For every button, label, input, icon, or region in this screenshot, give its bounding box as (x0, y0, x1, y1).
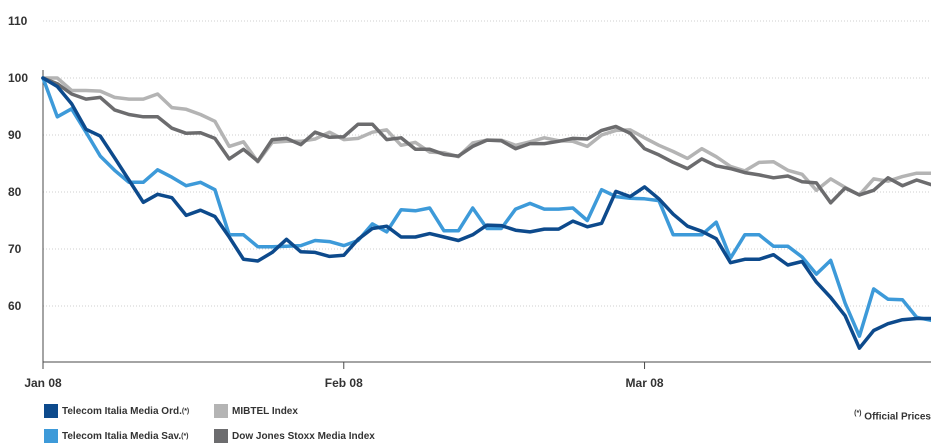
legend-item-djstoxx: Dow Jones Stoxx Media Index (214, 429, 375, 443)
legend-swatch-mibtel (214, 404, 228, 418)
y-tick-label: 70 (8, 242, 22, 256)
y-axis-tick-labels: 60 70 80 90 100 110 (8, 14, 28, 313)
legend-swatch-tim-ord (44, 404, 58, 418)
x-tick-label: Mar 08 (626, 376, 664, 390)
footnote-sup: (*) (854, 410, 862, 417)
y-tick-label: 60 (8, 299, 22, 313)
legend-item-tim-ord: Telecom Italia Media Ord. (*) (44, 404, 189, 418)
legend-label-tim-sav: Telecom Italia Media Sav. (62, 430, 182, 442)
legend-sup-tim-ord: (*) (181, 407, 190, 415)
x-tick-label: Feb 08 (325, 376, 363, 390)
legend-item-tim-sav: Telecom Italia Media Sav. (*) (44, 429, 189, 443)
legend-sup-tim-sav: (*) (181, 432, 189, 440)
gridlines (43, 20, 931, 307)
x-axis: Jan 08 Feb 08 Mar 08 (24, 70, 931, 390)
series-line-telecom-italia-media-ord (41, 76, 931, 350)
legend-label-mibtel: MIBTEL Index (232, 405, 298, 417)
x-tick-label: Jan 08 (24, 376, 62, 390)
legend-swatch-djstoxx (214, 429, 228, 443)
series-line-dow-jones-stoxx-media-index (41, 76, 931, 205)
y-tick-label: 110 (8, 14, 28, 28)
legend-item-mibtel: MIBTEL Index (214, 404, 298, 418)
legend-label-tim-ord: Telecom Italia Media Ord. (62, 405, 182, 417)
y-tick-label: 90 (8, 128, 22, 142)
footnote-official-prices: (*) Official Prices (854, 410, 931, 422)
y-tick-label: 100 (8, 71, 28, 85)
footnote-text: Official Prices (861, 411, 931, 423)
legend-swatch-tim-sav (44, 429, 58, 443)
y-tick-label: 80 (8, 185, 22, 199)
series-lines (41, 76, 931, 350)
legend-label-djstoxx: Dow Jones Stoxx Media Index (232, 430, 375, 442)
series-line-telecom-italia-media-sav (41, 76, 931, 338)
series-line-mibtel-index (41, 76, 931, 197)
